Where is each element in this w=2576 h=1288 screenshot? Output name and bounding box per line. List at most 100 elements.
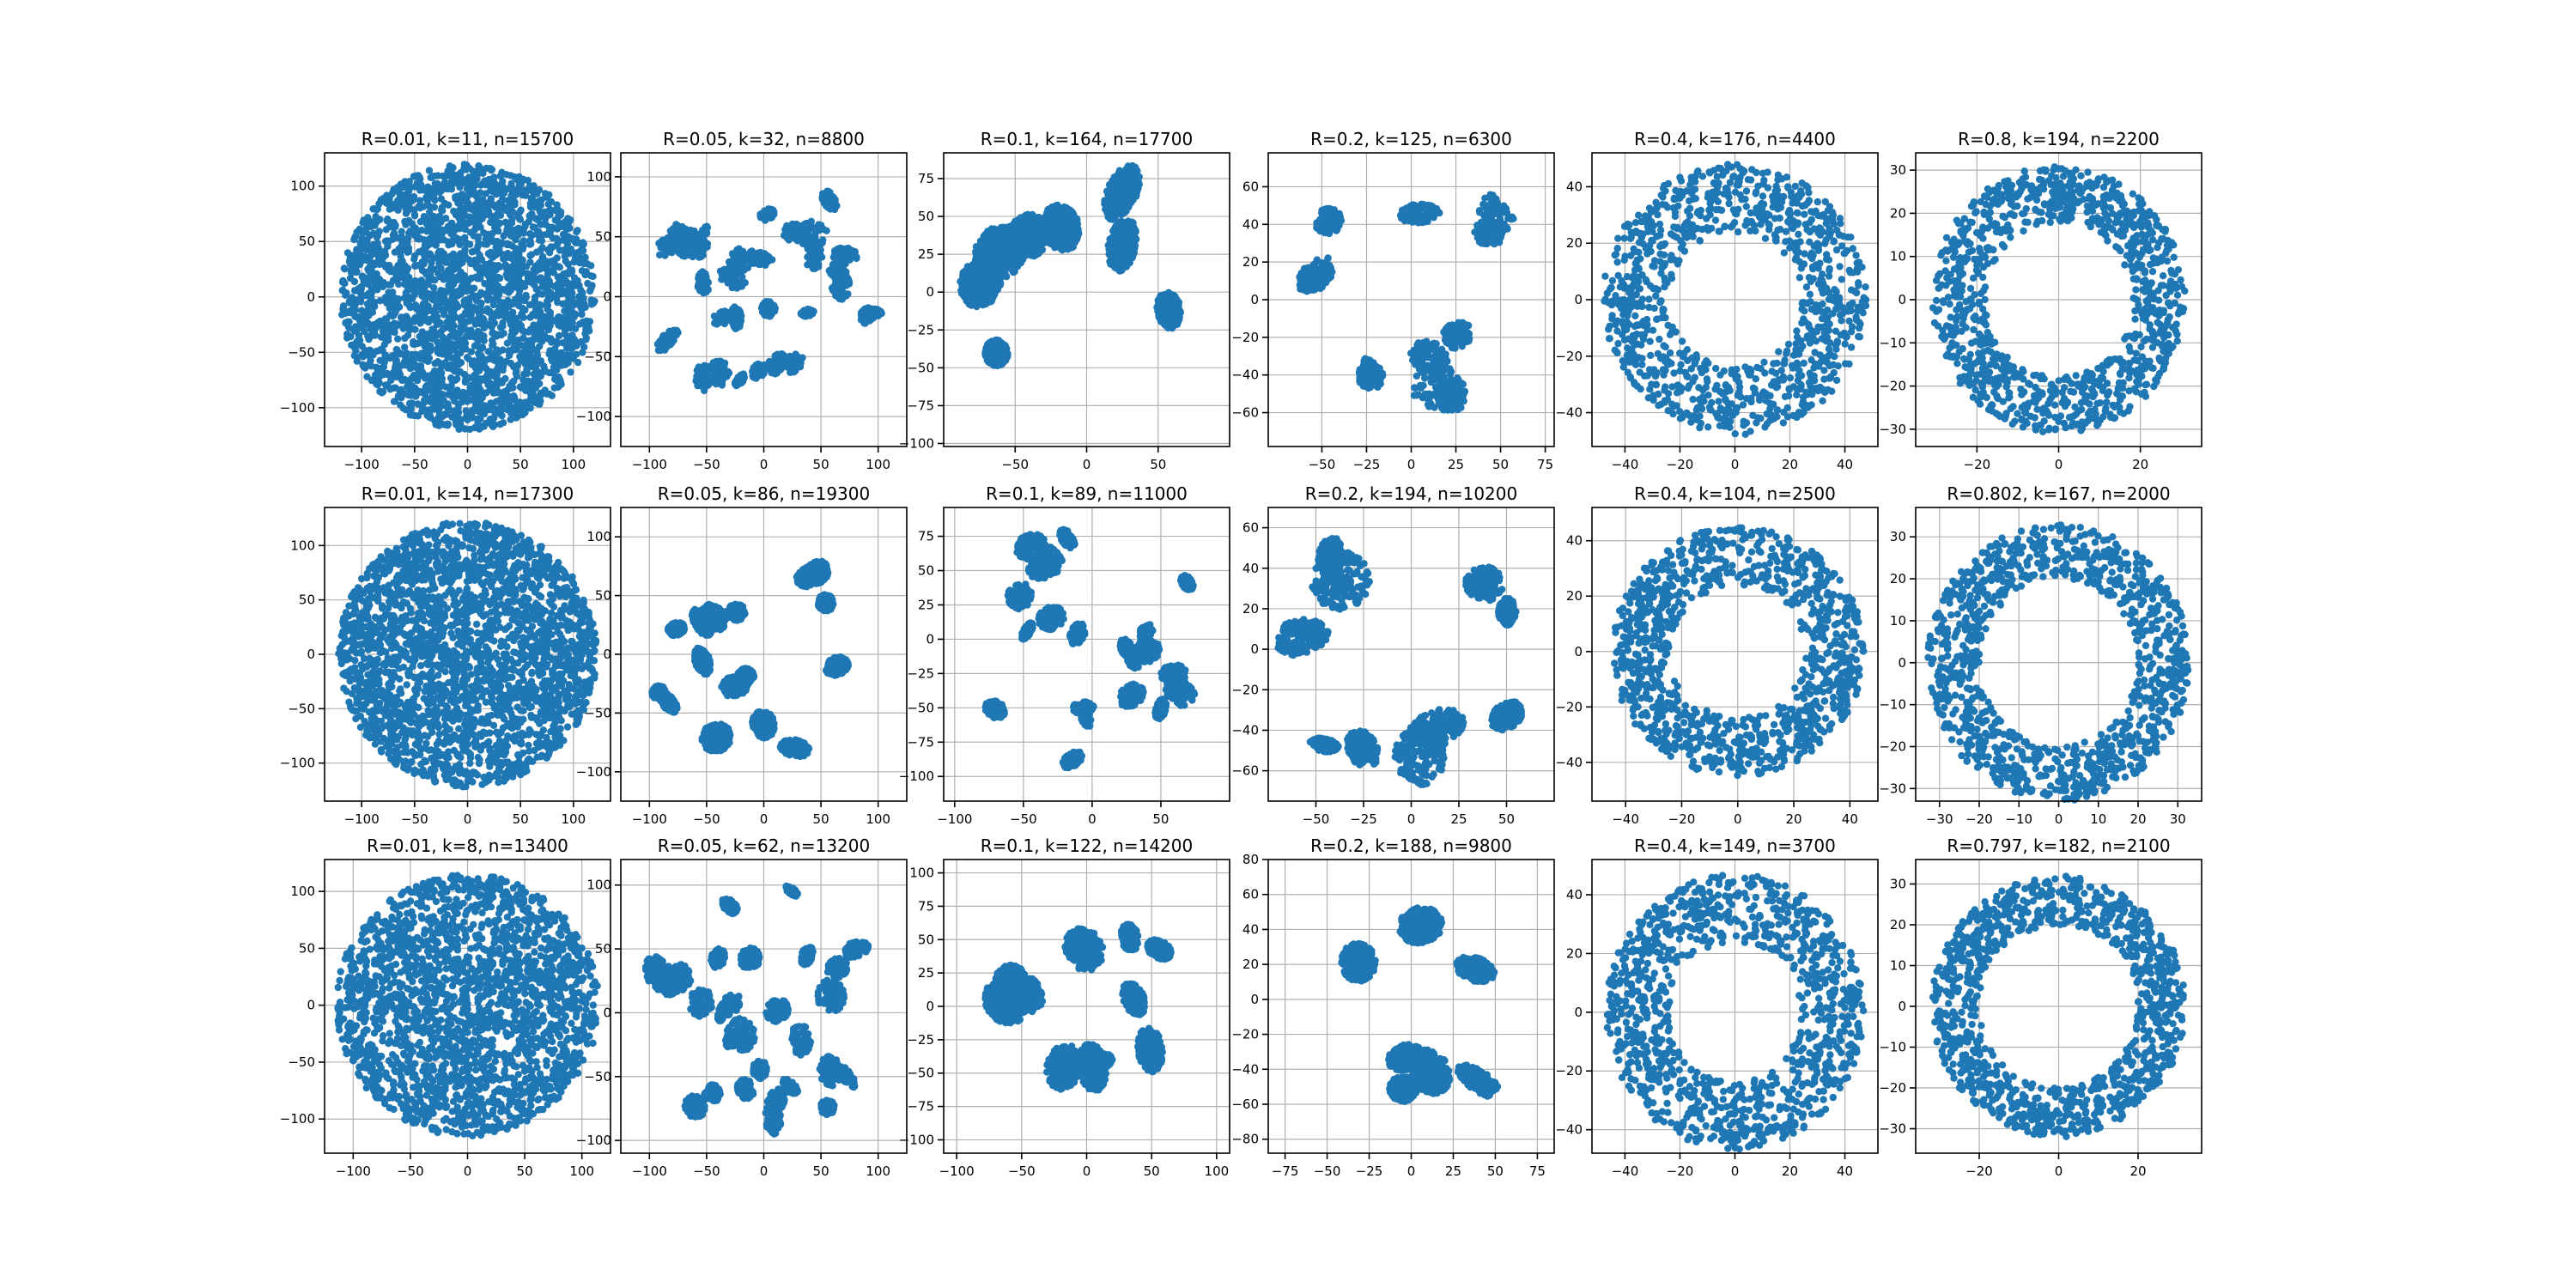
scatter-point bbox=[518, 243, 526, 251]
scatter-point bbox=[468, 274, 476, 283]
scatter-point bbox=[408, 382, 416, 390]
scatter-point bbox=[390, 218, 398, 227]
scatter-point bbox=[499, 419, 507, 427]
y-tick-label: 100 bbox=[586, 169, 611, 185]
x-tick-label: 100 bbox=[866, 457, 890, 472]
scatter-point bbox=[345, 318, 353, 325]
scatter-point bbox=[807, 235, 815, 243]
scatter-point bbox=[521, 360, 529, 368]
scatter-point bbox=[434, 213, 442, 222]
scatter-point bbox=[351, 340, 359, 348]
scatter-point bbox=[492, 219, 501, 228]
scatter-point bbox=[805, 222, 812, 229]
scatter-point bbox=[459, 388, 467, 397]
scatter-point bbox=[561, 252, 568, 260]
scatter-point bbox=[395, 280, 403, 289]
scatter-point bbox=[365, 335, 373, 343]
scatter-point bbox=[437, 247, 446, 255]
scatter-point bbox=[465, 309, 473, 317]
scatter-point bbox=[421, 396, 428, 404]
x-tick-label: −50 bbox=[693, 457, 720, 472]
scatter-point bbox=[467, 259, 475, 268]
scatter-point bbox=[718, 317, 726, 325]
x-tick-label: 100 bbox=[562, 457, 586, 472]
scatter-point bbox=[465, 240, 474, 248]
scatter-point bbox=[477, 205, 484, 213]
scatter-point bbox=[527, 194, 535, 202]
scatter-point bbox=[493, 371, 501, 379]
scatter-point bbox=[501, 285, 510, 294]
scatter-point bbox=[744, 264, 752, 272]
scatter-point bbox=[503, 206, 511, 214]
scatter-point bbox=[434, 188, 441, 196]
scatter-point bbox=[510, 404, 518, 412]
scatter-point bbox=[410, 411, 418, 420]
scatter-point bbox=[664, 234, 671, 242]
x-tick-label: 0 bbox=[760, 457, 769, 472]
scatter-point bbox=[355, 255, 362, 263]
scatter-point bbox=[565, 280, 573, 288]
scatter-point bbox=[568, 331, 576, 339]
scatter-point bbox=[542, 334, 550, 342]
scatter-point bbox=[511, 186, 519, 195]
scatter-point bbox=[443, 321, 452, 329]
scatter-point bbox=[513, 175, 521, 184]
scatter-point bbox=[474, 257, 482, 264]
scatter-point bbox=[512, 369, 520, 378]
scatter-point bbox=[587, 262, 595, 270]
scatter-point bbox=[418, 258, 426, 266]
scatter-point bbox=[486, 250, 494, 258]
scatter-point bbox=[425, 167, 434, 174]
scatter-point bbox=[724, 368, 732, 376]
scatter-point bbox=[421, 405, 428, 414]
scatter-point bbox=[444, 266, 453, 274]
scatter-point bbox=[510, 377, 518, 386]
scatter-point bbox=[385, 337, 392, 344]
scatter-point bbox=[573, 228, 580, 236]
scatter-point bbox=[550, 363, 558, 371]
scatter-point bbox=[504, 185, 512, 193]
x-tick-label: −100 bbox=[344, 457, 380, 472]
scatter-point bbox=[498, 168, 506, 176]
scatter-point bbox=[430, 367, 439, 375]
scatter-point bbox=[501, 390, 509, 398]
scatter-point bbox=[873, 311, 881, 319]
scatter-point bbox=[532, 267, 540, 276]
y-tick-label: 50 bbox=[299, 234, 315, 249]
scatter-point bbox=[343, 334, 351, 342]
scatter-point bbox=[420, 186, 428, 194]
scatter-point bbox=[546, 322, 554, 330]
scatter-point bbox=[457, 422, 465, 430]
scatter-point bbox=[455, 179, 463, 187]
scatter-point bbox=[440, 311, 448, 319]
scatter-point bbox=[355, 288, 362, 295]
scatter-point bbox=[535, 197, 543, 205]
scatter-point bbox=[430, 416, 439, 424]
scatter-point bbox=[563, 351, 572, 359]
scatter-point bbox=[580, 259, 588, 268]
scatter-point bbox=[362, 347, 371, 355]
scatter-point bbox=[493, 211, 501, 219]
scatter-point bbox=[569, 338, 577, 347]
scatter-point bbox=[444, 404, 453, 412]
scatter-point bbox=[791, 222, 799, 230]
scatter-point bbox=[507, 416, 514, 423]
scatter-point bbox=[468, 360, 477, 368]
scatter-point bbox=[411, 230, 420, 238]
scatter-point bbox=[756, 248, 764, 257]
scatter-point bbox=[702, 365, 711, 374]
scatter-point bbox=[857, 311, 866, 319]
scatter-point bbox=[513, 361, 521, 369]
scatter-point bbox=[444, 420, 453, 428]
scatter-point bbox=[480, 337, 488, 344]
scatter-point bbox=[392, 363, 399, 372]
scatter-point bbox=[519, 410, 526, 419]
scatter-point bbox=[410, 195, 417, 204]
scatter-point bbox=[468, 406, 477, 415]
scatter-point bbox=[480, 229, 488, 237]
scatter-point bbox=[468, 173, 477, 181]
scatter-point bbox=[832, 270, 840, 278]
scatter-point bbox=[435, 410, 444, 417]
scatter-point bbox=[453, 276, 461, 284]
